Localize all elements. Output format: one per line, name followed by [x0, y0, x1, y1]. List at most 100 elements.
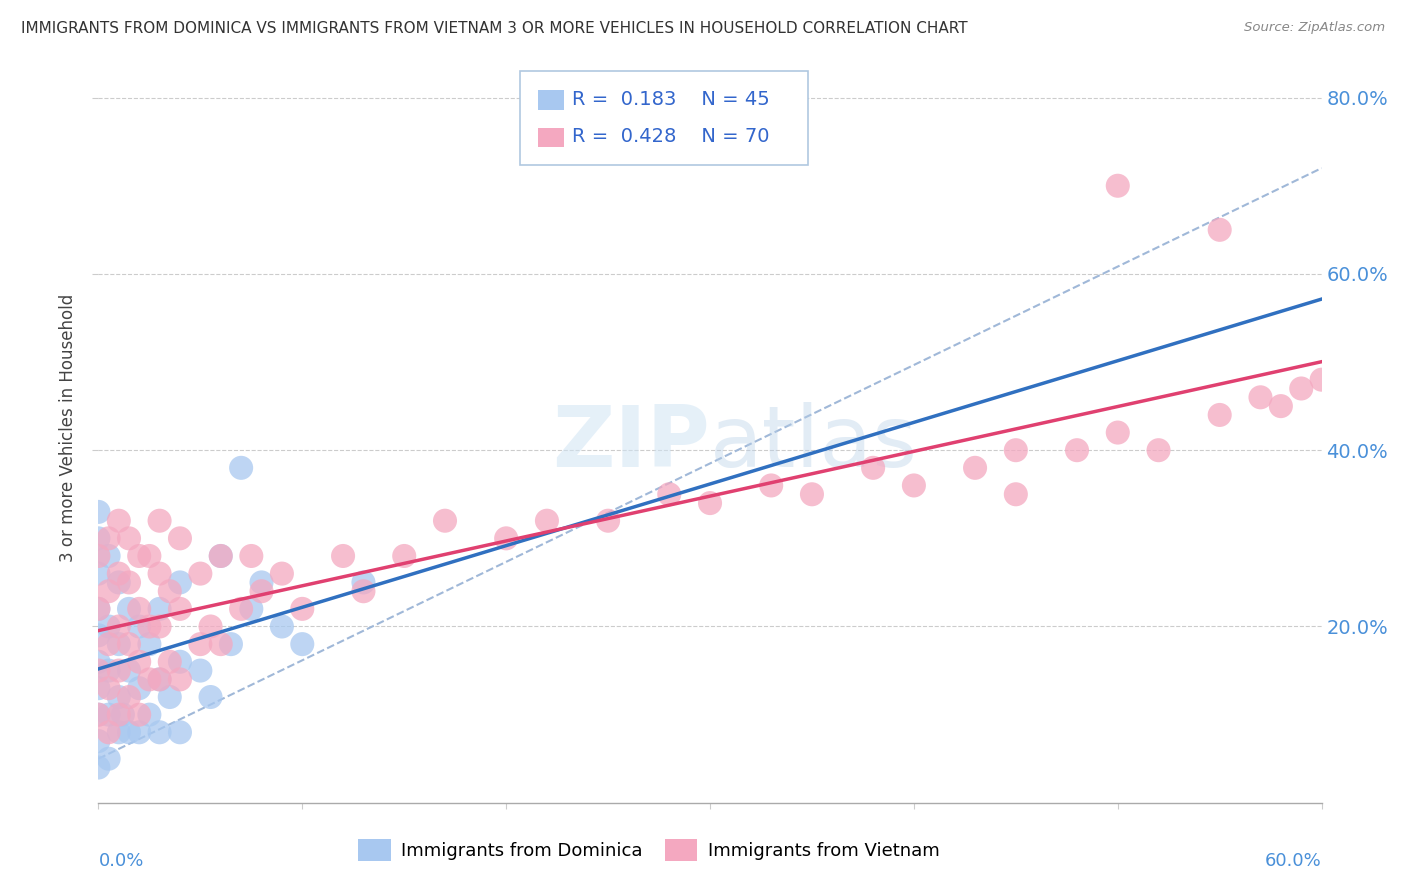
Point [159, 655, 181, 669]
Point [270, 566, 294, 581]
Text: ZIP: ZIP [553, 401, 710, 484]
Point [352, 575, 374, 590]
Point [149, 725, 172, 739]
Point [108, 664, 131, 678]
Point [138, 549, 160, 563]
Point [240, 602, 263, 616]
Point [200, 619, 222, 633]
Text: R =  0.428    N = 70: R = 0.428 N = 70 [572, 127, 769, 146]
Point [250, 575, 273, 590]
Point [1147, 443, 1170, 458]
Point [598, 514, 620, 528]
Point [1107, 178, 1129, 193]
Point [87, 566, 110, 581]
Point [200, 690, 222, 704]
Point [118, 602, 141, 616]
Point [332, 549, 354, 563]
Point [138, 707, 160, 722]
Point [87, 734, 110, 748]
Point [219, 637, 242, 651]
Text: 0.0%: 0.0% [98, 852, 143, 870]
Point [965, 460, 987, 475]
Point [1310, 373, 1333, 387]
Point [169, 725, 191, 739]
Point [128, 681, 150, 696]
Point [1291, 382, 1313, 396]
Point [108, 707, 131, 722]
Point [270, 619, 294, 633]
Point [240, 549, 263, 563]
Point [108, 637, 131, 651]
Point [87, 602, 110, 616]
Point [169, 655, 191, 669]
Point [108, 566, 131, 581]
Point [231, 602, 253, 616]
Point [97, 752, 120, 766]
Point [128, 725, 150, 739]
Point [97, 707, 120, 722]
Point [149, 673, 172, 687]
Point [87, 532, 110, 546]
Point [658, 487, 681, 501]
Point [434, 514, 457, 528]
Point [128, 619, 150, 633]
Point [128, 707, 150, 722]
Point [159, 584, 181, 599]
Point [118, 575, 141, 590]
Point [149, 602, 172, 616]
Point [97, 584, 120, 599]
Point [903, 478, 925, 492]
Point [149, 566, 172, 581]
Point [87, 505, 110, 519]
Point [209, 549, 232, 563]
Point [188, 566, 212, 581]
Point [1004, 487, 1026, 501]
Point [108, 619, 131, 633]
Point [1066, 443, 1088, 458]
Point [169, 673, 191, 687]
Point [128, 655, 150, 669]
Text: atlas: atlas [710, 401, 918, 484]
Point [87, 707, 110, 722]
Point [97, 549, 120, 563]
Point [291, 602, 314, 616]
Point [149, 673, 172, 687]
Point [159, 690, 181, 704]
Point [97, 637, 120, 651]
Legend: Immigrants from Dominica, Immigrants from Vietnam: Immigrants from Dominica, Immigrants fro… [352, 832, 946, 869]
Point [87, 628, 110, 642]
Point [87, 655, 110, 669]
Text: IMMIGRANTS FROM DOMINICA VS IMMIGRANTS FROM VIETNAM 3 OR MORE VEHICLES IN HOUSEH: IMMIGRANTS FROM DOMINICA VS IMMIGRANTS F… [21, 21, 967, 36]
Point [118, 637, 141, 651]
Point [149, 514, 172, 528]
Point [1209, 223, 1232, 237]
Point [291, 637, 314, 651]
Point [97, 619, 120, 633]
Point [188, 664, 212, 678]
Point [108, 725, 131, 739]
Point [118, 664, 141, 678]
Point [87, 681, 110, 696]
Text: R =  0.183    N = 45: R = 0.183 N = 45 [572, 90, 770, 110]
Point [138, 637, 160, 651]
Point [1004, 443, 1026, 458]
Point [169, 575, 191, 590]
Point [761, 478, 783, 492]
Point [169, 532, 191, 546]
Point [97, 532, 120, 546]
Point [87, 602, 110, 616]
Text: 60.0%: 60.0% [1265, 852, 1322, 870]
Point [108, 514, 131, 528]
Point [231, 460, 253, 475]
Point [87, 707, 110, 722]
Point [97, 725, 120, 739]
Point [1270, 399, 1292, 413]
Point [118, 532, 141, 546]
Point [188, 637, 212, 651]
Point [801, 487, 824, 501]
Point [250, 584, 273, 599]
Text: Source: ZipAtlas.com: Source: ZipAtlas.com [1244, 21, 1385, 34]
Point [138, 619, 160, 633]
Point [862, 460, 884, 475]
Point [97, 681, 120, 696]
